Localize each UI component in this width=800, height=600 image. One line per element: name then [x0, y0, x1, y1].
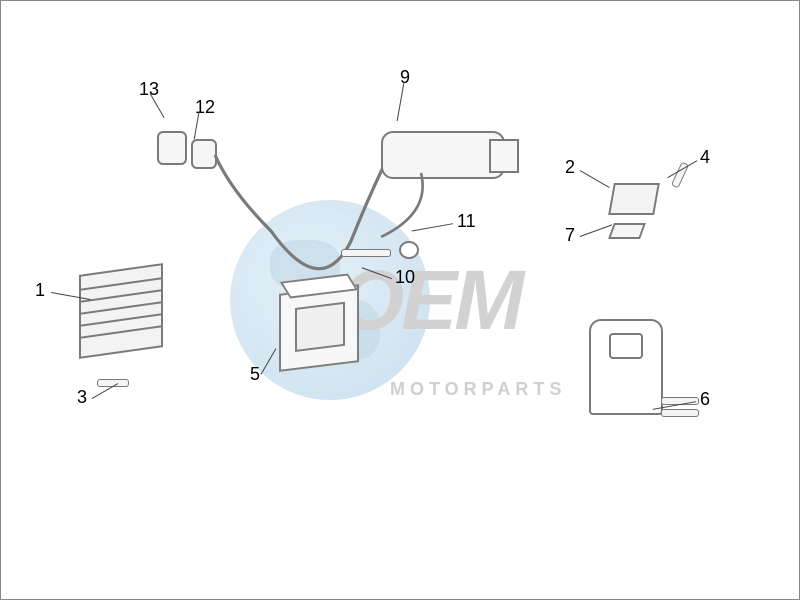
part-bracket-screw: [661, 409, 699, 417]
callout-line: [397, 81, 405, 121]
callout-label: 2: [565, 157, 575, 178]
callout-label: 7: [565, 225, 575, 246]
relay-bracket-hole: [609, 333, 643, 359]
callout-label: 4: [700, 147, 710, 168]
callout-label: 3: [77, 387, 87, 408]
callout-label: 13: [139, 79, 159, 100]
diagram-stage: OEM MOTORPARTS: [0, 0, 800, 600]
callout-line: [579, 170, 609, 188]
coil-lead: [421, 173, 501, 253]
callout-label: 5: [250, 364, 260, 385]
watermark-sub: MOTORPARTS: [390, 379, 566, 400]
part-small-relay: [608, 183, 660, 215]
regulator-body: [79, 263, 163, 359]
callout-line: [260, 349, 276, 376]
part-relay-mount: [608, 223, 646, 239]
part-plug-cap-outer: [157, 131, 187, 165]
ignition-box-inner: [295, 302, 345, 352]
part-coil-screw: [341, 249, 391, 257]
coil-tab: [489, 139, 519, 173]
callout-label: 6: [700, 389, 710, 410]
part-regulator: [79, 269, 179, 359]
part-relay-bracket: [589, 319, 663, 415]
callout-label: 1: [35, 280, 45, 301]
callout-line: [580, 225, 612, 238]
callout-line: [149, 93, 164, 118]
part-coil: [381, 131, 505, 179]
callout-label: 9: [400, 67, 410, 88]
part-washer: [399, 241, 419, 259]
callout-line: [194, 111, 200, 139]
